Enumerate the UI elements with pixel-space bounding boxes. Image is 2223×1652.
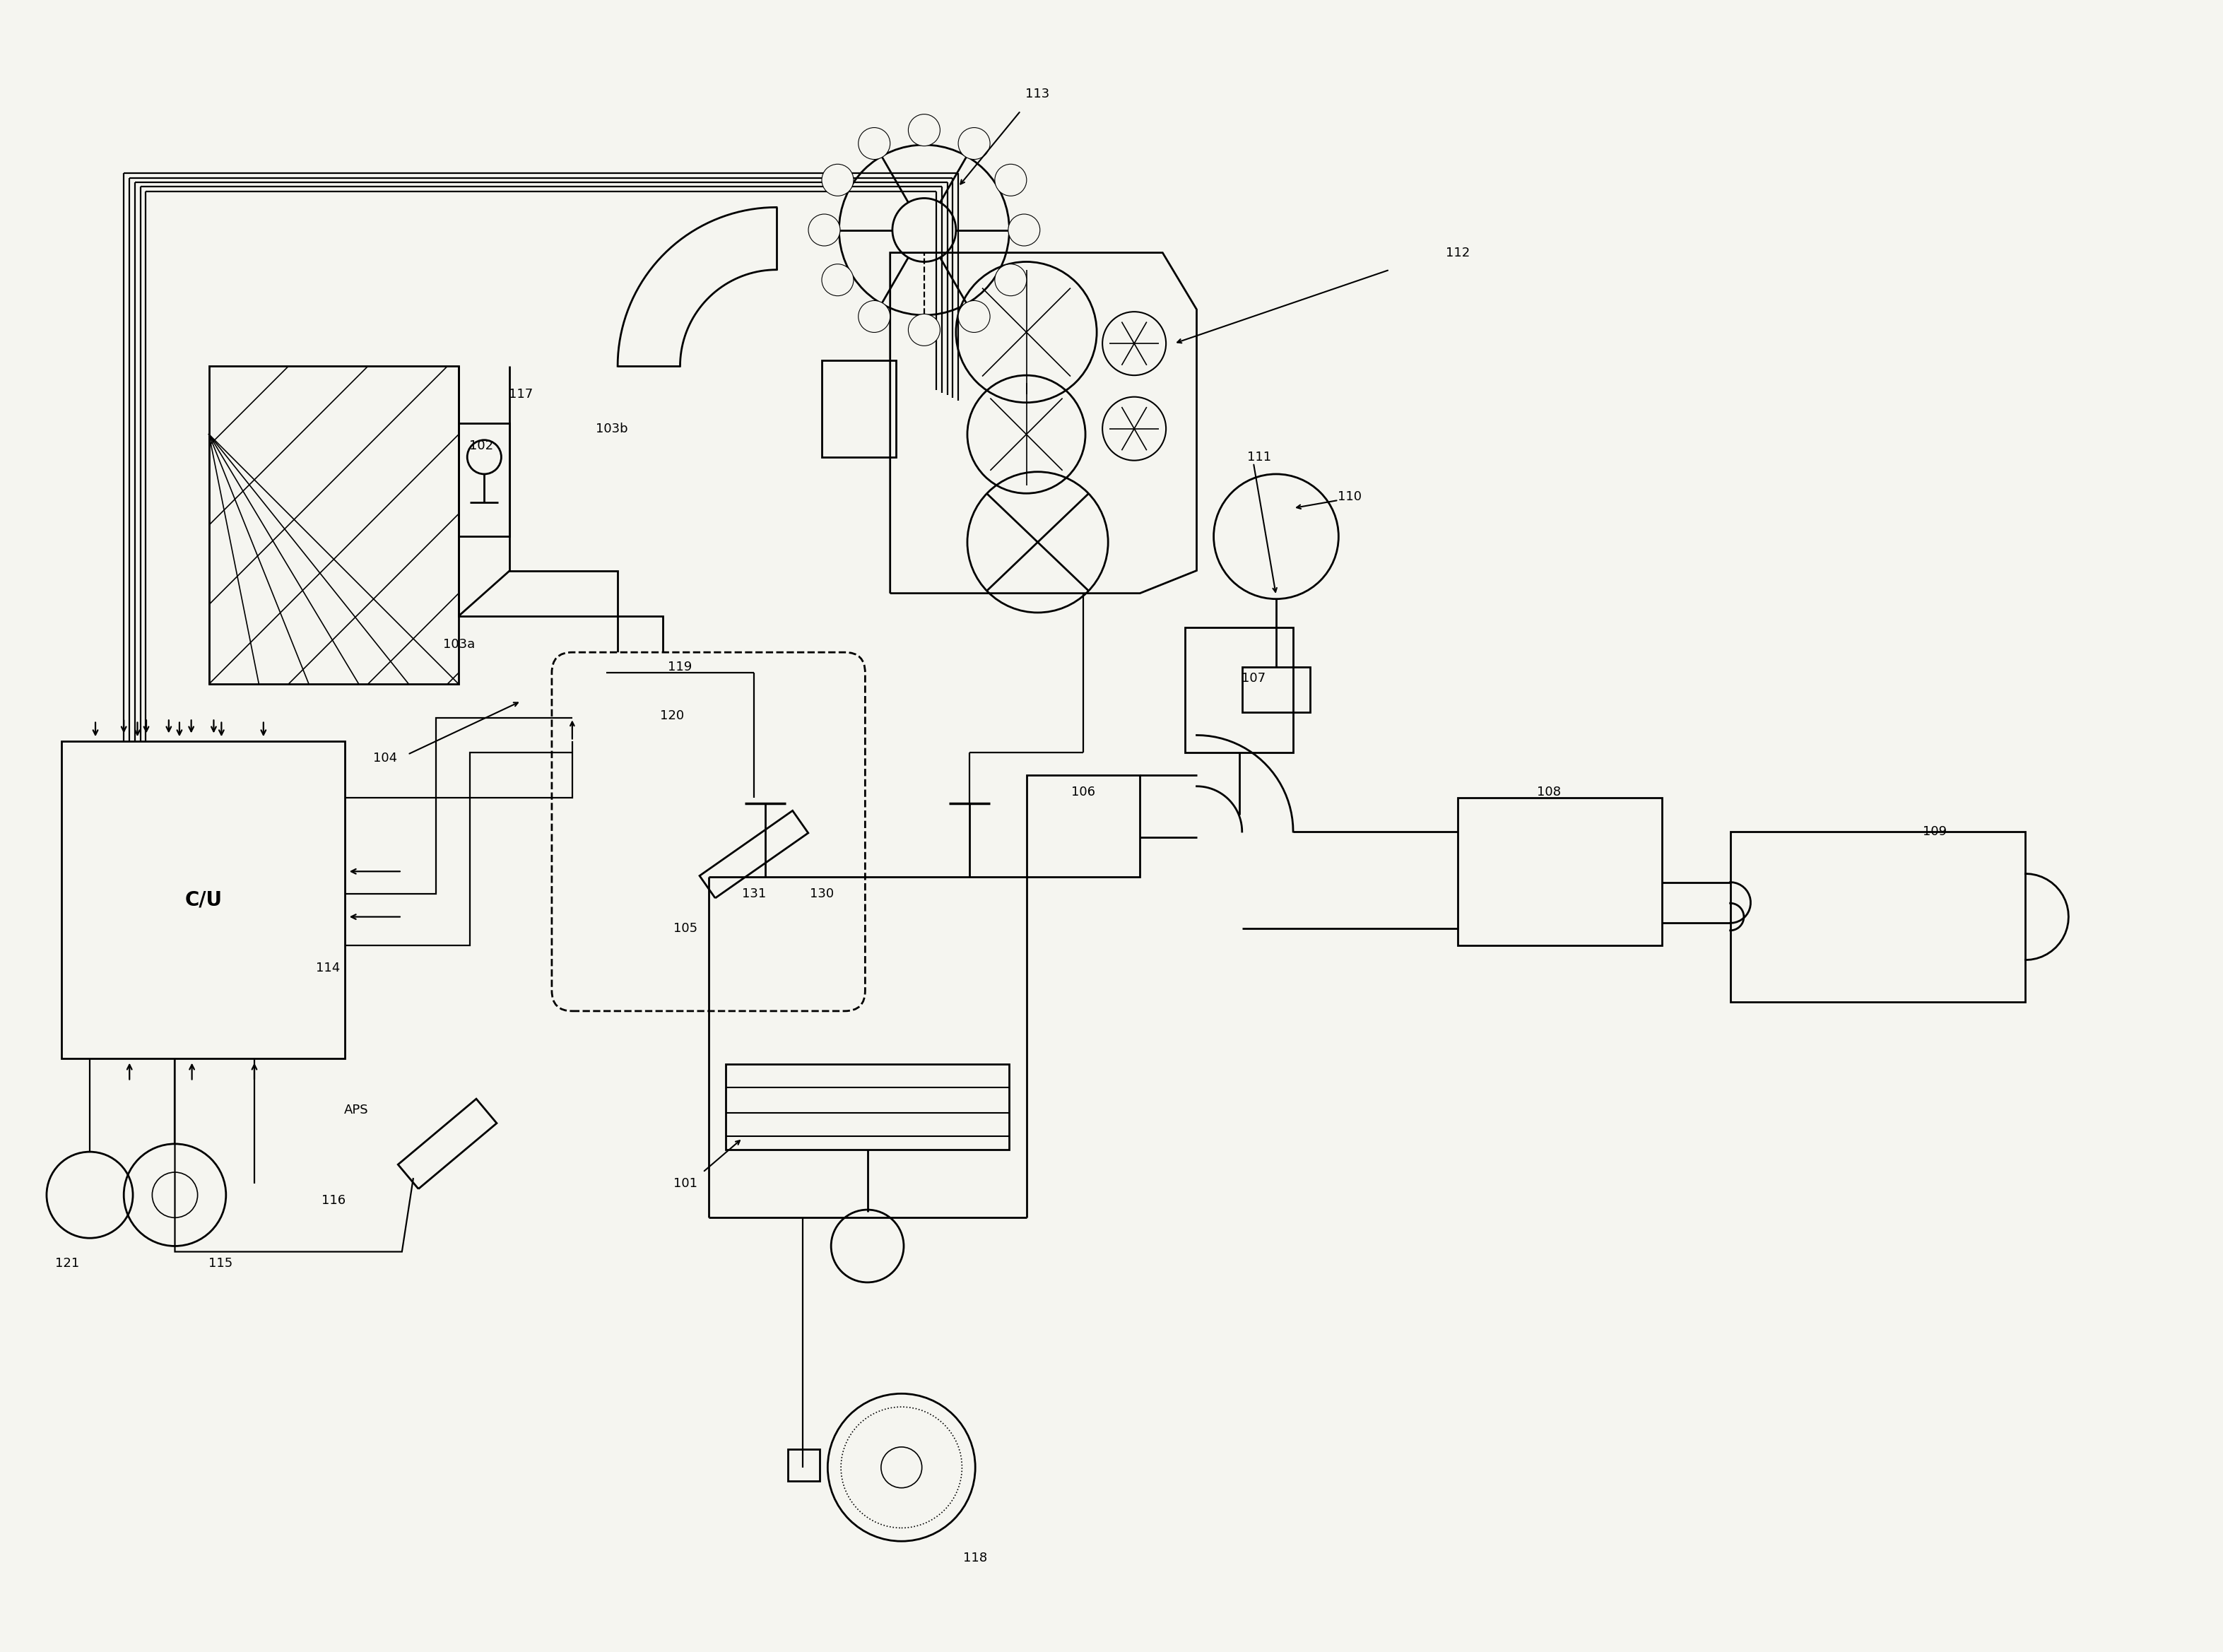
Text: 113: 113 bbox=[1025, 88, 1049, 101]
Circle shape bbox=[958, 301, 989, 332]
Circle shape bbox=[809, 215, 840, 246]
Text: 131: 131 bbox=[742, 887, 767, 900]
Circle shape bbox=[858, 127, 889, 159]
Text: 116: 116 bbox=[322, 1194, 347, 1208]
Circle shape bbox=[996, 164, 1027, 197]
Text: 121: 121 bbox=[56, 1257, 80, 1269]
Text: 130: 130 bbox=[809, 887, 834, 900]
Text: 105: 105 bbox=[674, 922, 698, 935]
Circle shape bbox=[958, 127, 989, 159]
Circle shape bbox=[823, 264, 854, 296]
Text: 103b: 103b bbox=[596, 423, 629, 434]
Bar bbox=[1243, 667, 1309, 712]
Text: 115: 115 bbox=[209, 1257, 233, 1269]
Bar bbox=[1458, 798, 1663, 945]
Circle shape bbox=[1009, 215, 1040, 246]
Bar bbox=[1729, 831, 2025, 1003]
Circle shape bbox=[909, 114, 940, 145]
Text: 109: 109 bbox=[1923, 826, 1947, 838]
Text: 111: 111 bbox=[1247, 451, 1272, 464]
Bar bbox=[458, 423, 509, 537]
Text: 114: 114 bbox=[316, 961, 340, 975]
Text: APS: APS bbox=[345, 1104, 369, 1117]
Text: 119: 119 bbox=[667, 661, 691, 674]
FancyBboxPatch shape bbox=[551, 653, 865, 1011]
Bar bbox=[725, 1064, 1009, 1150]
Text: 112: 112 bbox=[1445, 246, 1469, 259]
Circle shape bbox=[996, 264, 1027, 296]
Text: 108: 108 bbox=[1536, 786, 1561, 798]
Bar bbox=[1185, 628, 1294, 752]
Text: 110: 110 bbox=[1338, 491, 1363, 504]
Bar bbox=[62, 740, 345, 1059]
Text: 102: 102 bbox=[469, 439, 494, 453]
Bar bbox=[209, 367, 458, 684]
Text: 101: 101 bbox=[674, 1178, 698, 1189]
Text: 106: 106 bbox=[1071, 786, 1096, 798]
Circle shape bbox=[858, 301, 889, 332]
Text: 107: 107 bbox=[1240, 672, 1265, 686]
Bar bbox=[787, 1449, 820, 1482]
Circle shape bbox=[909, 314, 940, 345]
Text: 120: 120 bbox=[660, 709, 685, 722]
Text: 104: 104 bbox=[373, 752, 398, 765]
Bar bbox=[823, 360, 896, 458]
Text: C/U: C/U bbox=[185, 890, 222, 910]
Text: 103a: 103a bbox=[442, 638, 476, 651]
Bar bbox=[1027, 775, 1140, 877]
Text: 117: 117 bbox=[509, 388, 534, 401]
Text: 118: 118 bbox=[963, 1551, 987, 1564]
Circle shape bbox=[823, 164, 854, 197]
